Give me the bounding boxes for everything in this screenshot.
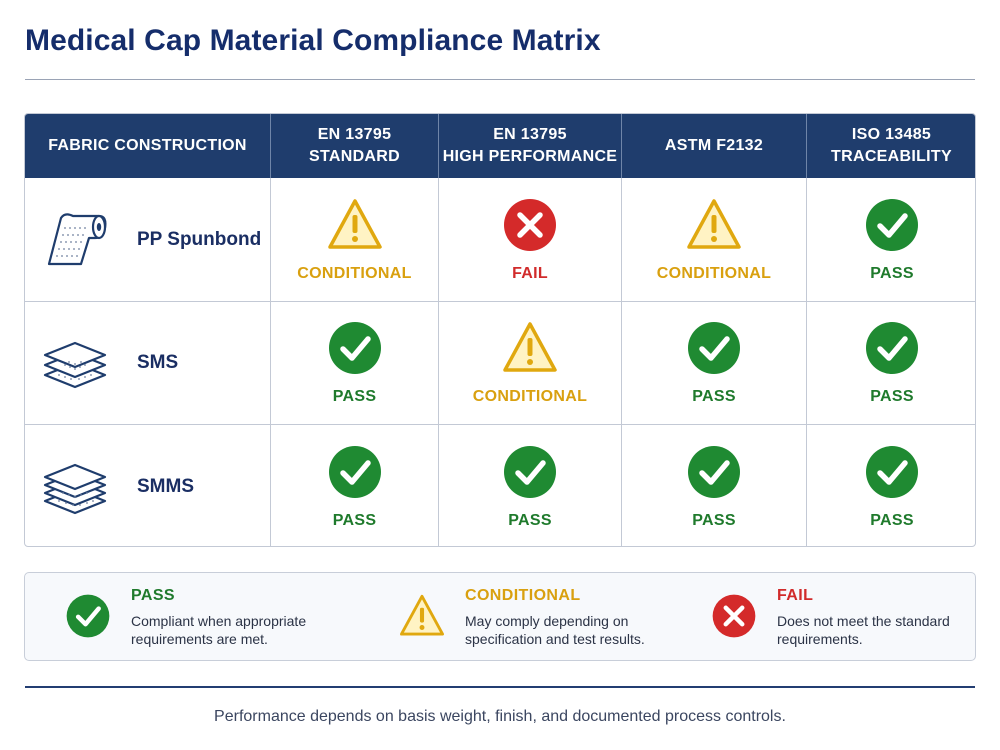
legend-description: Compliant when appropriate requirements … xyxy=(131,613,307,647)
legend-title: FAIL xyxy=(777,587,814,604)
status-label: PASS xyxy=(692,388,736,405)
fabric-row-header: SMS xyxy=(25,302,271,425)
warning-triangle-icon xyxy=(400,594,444,636)
layered-fabric-icon xyxy=(43,341,107,389)
status-legend: PASS Compliant when appropriate requirem… xyxy=(24,572,976,661)
legend-item-conditional: CONDITIONAL May comply depending on spec… xyxy=(399,573,699,662)
matrix-cell: PASS xyxy=(271,425,439,546)
warning-triangle-icon xyxy=(687,198,741,249)
fabric-name: SMS xyxy=(137,352,179,373)
check-circle-icon xyxy=(328,322,381,374)
check-circle-icon xyxy=(866,198,918,251)
matrix-cell: FAIL xyxy=(439,178,622,302)
x-circle-icon xyxy=(712,594,756,638)
column-header-en13795-high-performance: EN 13795 HIGH PERFORMANCE xyxy=(439,114,622,178)
legend-title: PASS xyxy=(131,587,175,604)
check-circle-icon xyxy=(866,322,918,374)
column-header-astm-f2132: ASTM F2132 xyxy=(622,114,807,178)
status-label: CONDITIONAL xyxy=(472,388,588,405)
matrix-cell: PASS xyxy=(271,302,439,425)
status-label: CONDITIONAL xyxy=(656,264,772,282)
check-circle-icon xyxy=(866,445,918,498)
fabric-name: SMMS xyxy=(137,475,194,497)
status-label: FAIL xyxy=(512,264,548,282)
fabric-row-header: SMMS xyxy=(25,425,271,546)
legend-description: May comply depending on specification an… xyxy=(465,613,645,647)
legend-item-pass: PASS Compliant when appropriate requirem… xyxy=(65,573,365,662)
column-header-iso13485-traceability: ISO 13485 TRACEABILITY xyxy=(807,114,975,178)
compliance-matrix: FABRIC CONSTRUCTION EN 13795 STANDARD EN… xyxy=(24,113,976,547)
footer-divider xyxy=(25,686,975,688)
fabric-row-header: PP Spunbond xyxy=(25,178,271,302)
check-circle-icon xyxy=(688,322,740,374)
status-label: PASS xyxy=(870,264,914,282)
matrix-cell: PASS xyxy=(807,178,975,302)
warning-triangle-icon xyxy=(327,198,382,249)
matrix-cell: CONDITIONAL xyxy=(439,302,622,425)
matrix-cell: PASS xyxy=(807,425,975,546)
status-label: PASS xyxy=(508,511,552,529)
x-circle-icon xyxy=(504,198,556,251)
matrix-cell: PASS xyxy=(807,302,975,425)
check-circle-icon xyxy=(688,445,740,498)
fabric-roll-icon xyxy=(47,212,107,265)
status-label: PASS xyxy=(870,388,914,405)
status-label: PASS xyxy=(332,511,377,529)
check-circle-icon xyxy=(328,445,381,498)
status-label: CONDITIONAL xyxy=(297,264,412,282)
matrix-cell: CONDITIONAL xyxy=(271,178,439,302)
legend-title: CONDITIONAL xyxy=(465,587,581,604)
fabric-name: PP Spunbond xyxy=(137,228,262,250)
status-label: PASS xyxy=(332,388,377,405)
footnote: Performance depends on basis weight, fin… xyxy=(214,708,786,725)
matrix-cell: PASS xyxy=(622,302,807,425)
check-circle-icon xyxy=(504,445,556,498)
layered-fabric-icon xyxy=(43,463,107,514)
column-header-en13795-standard: EN 13795 STANDARD xyxy=(271,114,439,178)
status-label: PASS xyxy=(870,511,914,529)
legend-description: Does not meet the standard requirements. xyxy=(777,613,950,647)
title-divider xyxy=(25,79,975,80)
page-title: Medical Cap Material Compliance Matrix xyxy=(25,24,601,57)
legend-item-fail: FAIL Does not meet the standard requirem… xyxy=(711,573,971,662)
warning-triangle-icon xyxy=(503,322,557,372)
column-header-fabric: FABRIC CONSTRUCTION xyxy=(25,114,271,178)
check-circle-icon xyxy=(66,594,110,638)
status-label: PASS xyxy=(692,511,736,529)
matrix-cell: CONDITIONAL xyxy=(622,178,807,302)
matrix-cell: PASS xyxy=(622,425,807,546)
matrix-cell: PASS xyxy=(439,425,622,546)
